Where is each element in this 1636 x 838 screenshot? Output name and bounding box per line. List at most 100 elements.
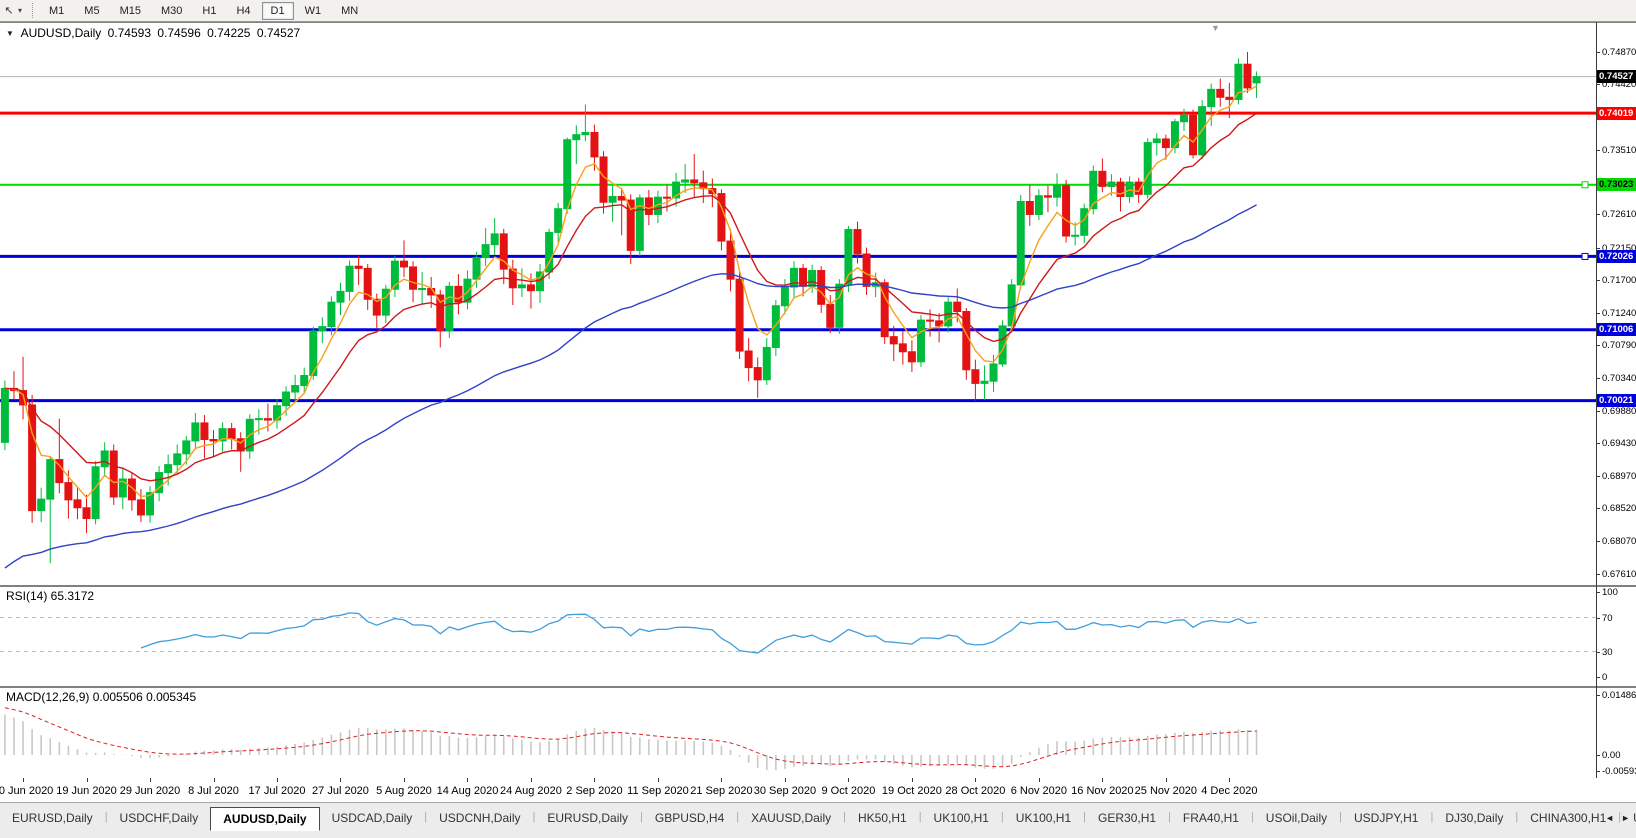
date-tick [657,778,659,782]
date-tick [23,778,25,782]
tab-separator: | [1515,811,1519,823]
timeframe-button-M15[interactable]: M15 [119,4,141,17]
date-tick [848,778,850,782]
current-price-label: 0.74527 [1597,70,1636,84]
scale-tick [1596,443,1600,445]
rsi-scale-70: 70 [1602,612,1613,624]
chart-tab-USDJPY-H1[interactable]: USDJPY,H1 [1354,811,1419,825]
rsi-label: RSI(14) 65.3172 [6,589,95,603]
scale-tick [1596,695,1600,696]
tab-separator: | [1000,811,1004,823]
tab-scroll-left-icon[interactable]: ◄ [1605,813,1614,823]
hline-handle-0.72026[interactable] [1581,252,1589,260]
timeframe-button-H1[interactable]: H1 [202,4,217,17]
chart-tab-AUDUSD-Daily[interactable]: AUDUSD,Daily [210,807,320,831]
tab-separator: | [918,811,922,823]
cursor-tool-icon[interactable]: ↖ [4,5,14,17]
macd-signal-line [4,707,1257,768]
ma-fast-line [4,85,1257,499]
scale-tick [1596,476,1600,478]
timeframe-button-M30[interactable]: M30 [160,4,183,17]
date-label-28-Oct-2020: 28 Oct 2020 [945,785,1006,797]
scale-tick [1596,651,1600,653]
tab-scroll-right-icon[interactable]: ► [1621,813,1630,823]
rsi-canvas[interactable] [0,586,1596,685]
chart-tab-GER30-H1[interactable]: GER30,H1 [1098,811,1157,825]
timeframe-button-M1[interactable]: M1 [49,4,65,17]
date-tick [530,778,532,782]
chart-tab-USDCAD-Daily[interactable]: USDCAD,Daily [331,811,413,825]
chart-tab-FRA40-H1[interactable]: FRA40,H1 [1182,811,1239,825]
tab-separator: | [1250,811,1254,823]
date-label-4-Dec-2020: 4 Dec 2020 [1201,785,1258,797]
date-tick [86,778,88,782]
hline-price-label-0.70021: 0.70021 [1597,394,1636,408]
date-label-30-Sep-2020: 30 Sep 2020 [753,785,817,797]
date-label-10-Jun-2020: 10 Jun 2020 [0,785,54,797]
date-label-8-Jul-2020: 8 Jul 2020 [188,785,239,797]
chart-dropdown-icon[interactable]: ▼ [6,29,14,38]
chart-tab-HK50-H1[interactable]: HK50,H1 [857,811,907,825]
cursor-tool-dropdown-icon[interactable]: ▾ [18,6,23,15]
chart-tab-USOil-H[interactable]: USOil,H [1621,807,1636,829]
hline-price-label-0.71006: 0.71006 [1597,323,1636,337]
timeframe-button-D1[interactable]: D1 [261,1,294,20]
date-label-27-Jul-2020: 27 Jul 2020 [312,785,369,797]
hline-handle-0.73023[interactable] [1581,181,1589,189]
price-tick-0.72610: 0.72610 [1602,209,1636,221]
scale-tick [1596,508,1600,510]
chart-tab-XAUUSD-Daily[interactable]: XAUUSD,Daily [751,811,832,825]
price-tick-0.68520: 0.68520 [1602,503,1636,515]
scale-tick [1596,540,1600,542]
chart-shift-marker-icon[interactable]: ▼ [1211,23,1220,33]
scale-tick [1596,755,1600,756]
rsi-scale-0: 0 [1602,672,1608,683]
date-tick [1102,778,1104,782]
rsi-indicator-pane[interactable] [0,586,1636,687]
timeframe-button-M5[interactable]: M5 [84,4,100,17]
hline-price-label-0.73023: 0.73023 [1597,178,1636,192]
candlestick-canvas[interactable] [0,22,1596,584]
tab-separator: | [1168,811,1171,823]
timeframe-button-W1[interactable]: W1 [304,4,322,17]
chart-tab-USDCHF-Daily[interactable]: USDCHF,Daily [119,811,199,825]
ohlc-close-value: 0.74527 [256,26,301,40]
chart-tab-EURUSD-Daily[interactable]: EURUSD,Daily [12,811,93,825]
scale-tick [1596,592,1600,593]
timeframe-button-H4[interactable]: H4 [236,4,251,17]
price-tick-0.71240: 0.71240 [1602,307,1636,319]
tab-separator: | [424,811,428,823]
toolbar-grip [32,3,34,18]
scale-tick [1596,617,1600,619]
price-tick-0.71700: 0.71700 [1602,274,1636,286]
date-tick [213,778,215,782]
date-label-2-Sep-2020: 2 Sep 2020 [566,785,623,797]
chart-tab-UK100-H1[interactable]: UK100,H1 [933,811,989,825]
date-tick [1038,778,1040,782]
date-tick [467,778,469,782]
candles [0,51,1261,564]
rsi-scale-100: 100 [1602,587,1618,598]
date-label-6-Nov-2020: 6 Nov 2020 [1010,785,1068,797]
chart-tab-UK100-H1[interactable]: UK100,H1 [1015,811,1072,825]
date-label-19-Jun-2020: 19 Jun 2020 [56,785,117,797]
date-label-17-Jul-2020: 17 Jul 2020 [248,785,306,797]
macd-histogram [4,714,1258,771]
chart-tab-CHINA300-H1[interactable]: CHINA300,H1 [1530,811,1607,825]
date-tick [911,778,913,782]
macd-canvas[interactable] [0,687,1596,777]
chart-info-line: ▼ AUDUSD,Daily 0.74593 0.74596 0.74225 0… [6,26,303,40]
macd-scale-0.014861: 0.014861 [1602,690,1636,701]
chart-tab-GBPUSD-H4[interactable]: GBPUSD,H4 [654,811,725,825]
timeframe-button-MN[interactable]: MN [341,4,359,17]
scale-tick [1596,677,1600,678]
chart-tab-USOil-Daily[interactable]: USOil,Daily [1265,811,1328,825]
scale-tick [1596,247,1600,249]
ma-mid-line [4,112,1257,482]
chart-tab-EURUSD-Daily[interactable]: EURUSD,Daily [547,811,629,825]
date-tick [1165,778,1167,782]
chart-tab-DJ30-Daily[interactable]: DJ30,Daily [1445,811,1504,825]
chart-tab-USDCNH-Daily[interactable]: USDCNH,Daily [439,811,521,825]
ohlc-open-value: 0.74593 [107,26,152,40]
